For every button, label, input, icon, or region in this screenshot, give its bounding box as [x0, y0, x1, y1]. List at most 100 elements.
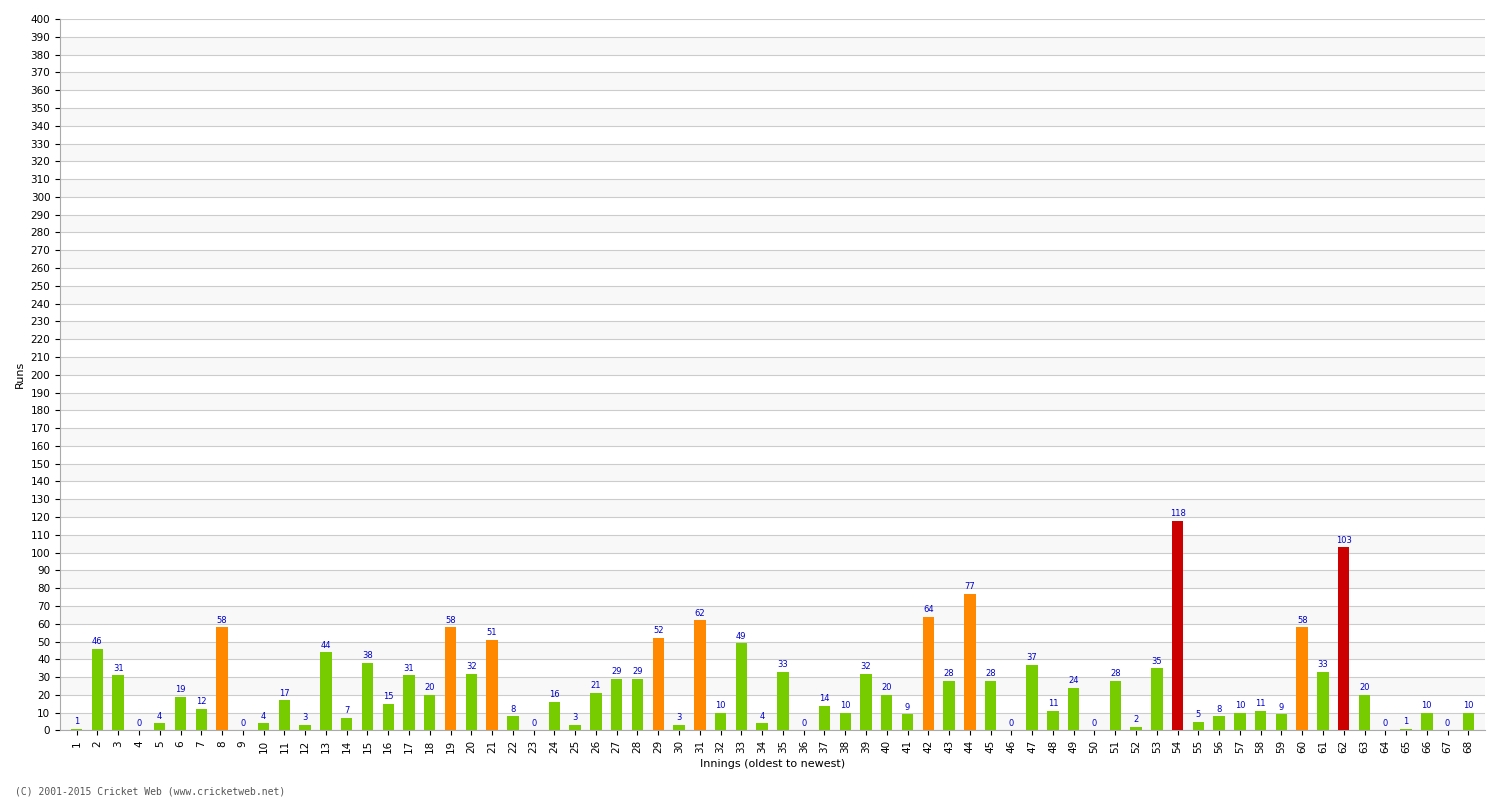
Bar — [112, 675, 125, 730]
Text: 0: 0 — [240, 719, 246, 728]
Text: 77: 77 — [964, 582, 975, 591]
Bar — [60, 197, 1485, 214]
Bar — [1150, 668, 1162, 730]
Text: 9: 9 — [904, 702, 910, 712]
Bar — [60, 162, 1485, 179]
Bar — [60, 464, 1485, 482]
Bar — [60, 606, 1485, 624]
Bar — [1026, 665, 1038, 730]
Bar — [610, 679, 622, 730]
Bar — [60, 659, 1485, 677]
Bar — [60, 90, 1485, 108]
Bar — [1110, 681, 1120, 730]
Bar — [1275, 714, 1287, 730]
Bar — [362, 663, 374, 730]
Bar — [60, 535, 1485, 553]
Bar — [60, 677, 1485, 695]
Bar — [60, 393, 1485, 410]
Bar — [382, 704, 394, 730]
Bar — [944, 681, 956, 730]
Text: 38: 38 — [362, 651, 374, 660]
Text: 2: 2 — [1134, 715, 1138, 724]
Bar — [60, 268, 1485, 286]
Text: 5: 5 — [1196, 710, 1202, 719]
Bar — [60, 19, 1485, 37]
Text: 16: 16 — [549, 690, 560, 699]
Text: 118: 118 — [1170, 509, 1185, 518]
Text: 29: 29 — [632, 667, 642, 676]
Bar — [465, 674, 477, 730]
Bar — [60, 214, 1485, 233]
Bar — [60, 446, 1485, 464]
Text: 58: 58 — [1298, 616, 1308, 625]
Bar — [1338, 547, 1350, 730]
Bar — [60, 517, 1485, 535]
Bar — [840, 713, 850, 730]
Text: 3: 3 — [573, 714, 578, 722]
Text: 3: 3 — [303, 714, 307, 722]
Bar — [70, 729, 82, 730]
Bar — [819, 706, 830, 730]
Bar — [60, 72, 1485, 90]
Bar — [1296, 627, 1308, 730]
Text: 8: 8 — [1216, 705, 1222, 714]
Text: 64: 64 — [922, 605, 933, 614]
Bar — [60, 143, 1485, 162]
Text: 29: 29 — [612, 667, 622, 676]
Bar — [60, 570, 1485, 588]
Text: 32: 32 — [466, 662, 477, 671]
Text: 9: 9 — [1280, 702, 1284, 712]
Text: 24: 24 — [1068, 676, 1078, 685]
Bar — [216, 627, 228, 730]
Bar — [60, 428, 1485, 446]
Bar — [694, 620, 705, 730]
Bar — [60, 233, 1485, 250]
Y-axis label: Runs: Runs — [15, 361, 26, 388]
Bar — [590, 693, 602, 730]
Bar — [1420, 713, 1432, 730]
Bar — [60, 126, 1485, 143]
Text: 32: 32 — [861, 662, 871, 671]
Text: 28: 28 — [1110, 669, 1120, 678]
Text: 4: 4 — [759, 712, 765, 721]
Text: 51: 51 — [488, 628, 498, 637]
Bar — [880, 695, 892, 730]
Bar — [1401, 729, 1411, 730]
Text: 4: 4 — [261, 712, 266, 721]
Bar — [60, 642, 1485, 659]
Bar — [652, 638, 664, 730]
Bar — [861, 674, 871, 730]
Bar — [446, 627, 456, 730]
Bar — [986, 681, 996, 730]
Bar — [195, 709, 207, 730]
Text: 20: 20 — [882, 683, 892, 692]
Bar — [1192, 722, 1204, 730]
Bar — [486, 640, 498, 730]
Bar — [1317, 672, 1329, 730]
Bar — [1359, 695, 1370, 730]
Bar — [1047, 711, 1059, 730]
Bar — [258, 723, 270, 730]
Text: 19: 19 — [176, 685, 186, 694]
Bar — [60, 322, 1485, 339]
Text: 52: 52 — [652, 626, 663, 635]
Text: 58: 58 — [216, 616, 228, 625]
Text: 10: 10 — [840, 701, 850, 710]
Text: 33: 33 — [1317, 660, 1329, 669]
Text: 7: 7 — [344, 706, 350, 715]
Bar — [92, 649, 104, 730]
Text: 10: 10 — [1462, 701, 1473, 710]
Bar — [60, 54, 1485, 72]
Text: 28: 28 — [986, 669, 996, 678]
Bar — [154, 723, 165, 730]
Bar — [507, 716, 519, 730]
Bar — [1214, 716, 1225, 730]
Text: 11: 11 — [1256, 699, 1266, 708]
Bar — [1131, 727, 1142, 730]
Text: 33: 33 — [777, 660, 789, 669]
Text: 0: 0 — [531, 719, 537, 728]
Text: 49: 49 — [736, 632, 747, 641]
Text: 0: 0 — [801, 719, 807, 728]
Text: 0: 0 — [1010, 719, 1014, 728]
Bar — [60, 482, 1485, 499]
